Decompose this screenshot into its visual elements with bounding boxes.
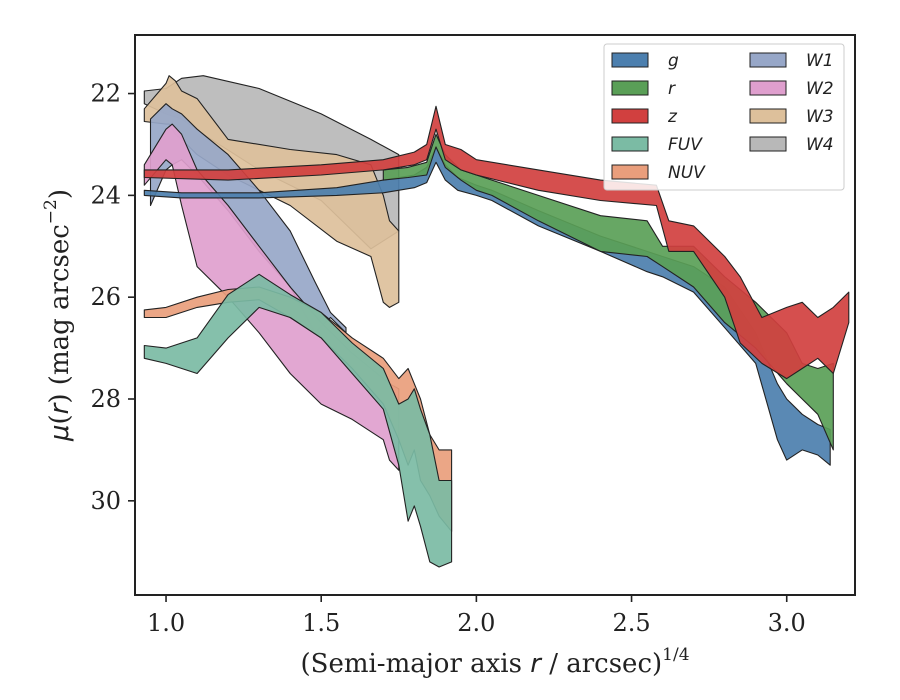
legend-label-w4: W4 [806,135,834,155]
legend-label-g: g [668,51,679,71]
legend-swatch-z [611,108,649,124]
band-z [143,105,850,380]
x-axis-label: (Semi-major axis r / arcsec)1/4 [300,645,689,679]
x-axis: 1.0 1.5 2.0 2.5 3.0 [147,595,806,637]
y-tick-label: 24 [90,181,121,209]
series-bands [143,75,850,568]
legend-label-z: z [667,107,678,127]
legend-label-w2: W2 [806,79,834,99]
x-tick-label: 1.5 [302,609,340,637]
legend: grz FUV NUV W1 W2 W3 W4 [603,43,845,191]
y-tick-label: 28 [90,385,121,413]
y-tick-label: 22 [90,80,121,108]
y-tick-label: 30 [90,487,121,515]
y-axis: 22 24 26 28 30 [90,80,135,515]
legend-label-w1: W1 [806,51,834,71]
legend-swatch-w1 [749,52,787,68]
legend-swatch-nuv [611,164,649,180]
legend-swatch-fuv [611,136,649,152]
x-tick-label: 2.5 [612,609,650,637]
legend-label-w3: W3 [806,107,834,127]
legend-swatch-g [611,52,649,68]
x-tick-label: 2.0 [457,609,495,637]
band-fuv [143,273,453,568]
legend-swatch-w2 [749,80,787,96]
legend-label-nuv: NUV [668,163,706,183]
legend-swatch-w3 [749,108,787,124]
legend-label-fuv: FUV [668,135,703,155]
legend-label-r: r [668,79,676,99]
y-tick-label: 26 [90,283,121,311]
x-tick-label: 1.0 [147,609,185,637]
legend-swatch-r [611,80,649,96]
plot-frame [134,34,856,596]
x-tick-label: 3.0 [768,609,806,637]
legend-swatch-w4 [749,136,787,152]
y-axis-label: μ(r) (mag arcsec−2) [41,189,75,442]
